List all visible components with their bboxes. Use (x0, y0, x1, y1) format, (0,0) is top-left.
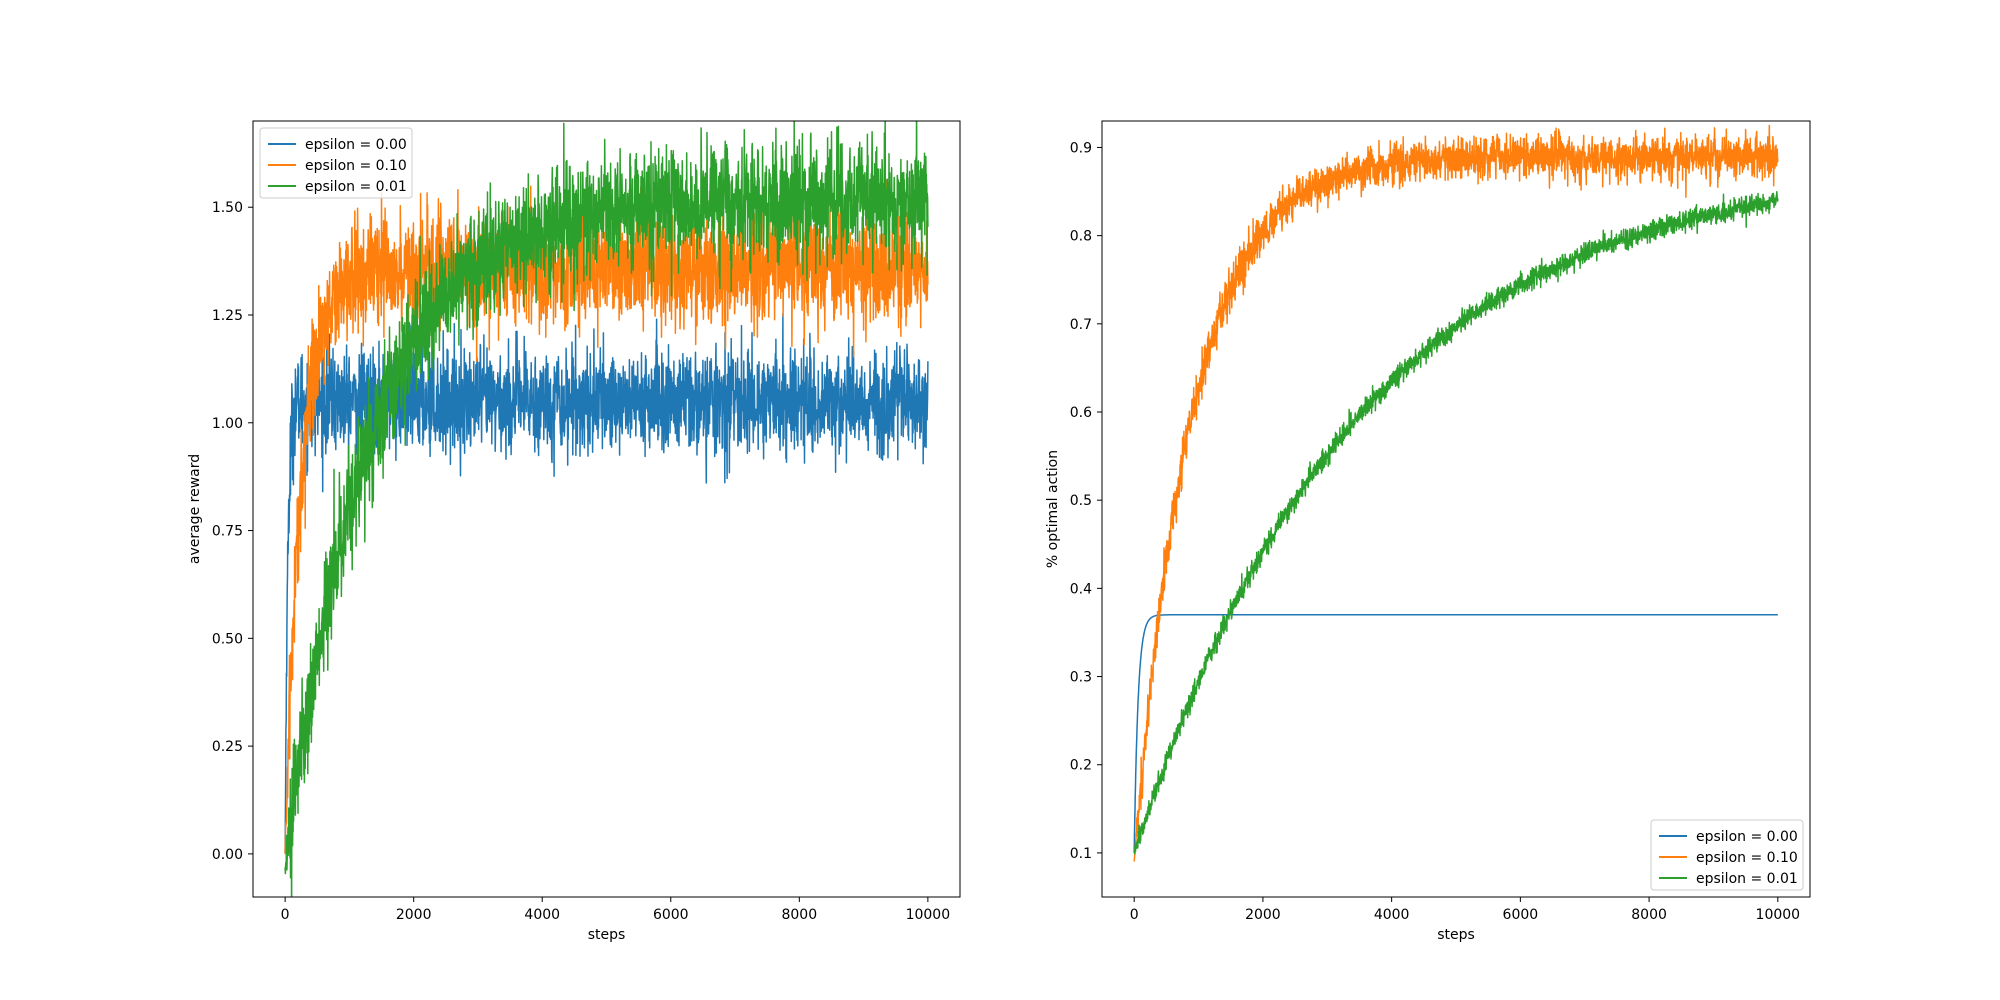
x-tick-label: 4000 (1374, 907, 1410, 923)
legend-box (1650, 819, 1804, 891)
chart-average-reward: 0 2000 4000 6000 8000 10000 0.00 0.25 0.50 0.75 1.… (187, 120, 961, 943)
y-tick-label: 1.50 (212, 200, 243, 216)
series-line-epsilon-0-00 (1133, 614, 1779, 853)
series-line-epsilon-0-01 (1133, 191, 1779, 855)
y-tick-label: 0.7 (1070, 317, 1092, 333)
y-tick-label: 0.1 (1070, 846, 1092, 862)
x-tick-label: 4000 (524, 907, 560, 923)
y-tick-label: 0.8 (1070, 229, 1092, 245)
x-tick-label: 2000 (1245, 907, 1281, 923)
series-line-epsilon-0-10 (284, 169, 929, 854)
x-tick-label: 0 (1130, 907, 1139, 923)
series-line-epsilon-0-01 (284, 121, 929, 897)
legend-entry: epsilon = 0.01 (305, 179, 407, 195)
x-tick-label: 10000 (906, 907, 951, 923)
x-tick-label: 8000 (1631, 907, 1667, 923)
y-tick-label: 0.2 (1070, 758, 1092, 774)
y-tick-label: 1.25 (212, 308, 243, 324)
legend: epsilon = 0.00 epsilon = 0.10 epsilon = 0.… (1650, 819, 1804, 891)
x-tick-label: 10000 (1756, 907, 1801, 923)
legend-box (259, 127, 413, 199)
y-tick-label: 0.75 (212, 524, 243, 540)
x-axis-label: steps (1437, 927, 1475, 943)
x-axis-label: steps (588, 927, 626, 943)
series-line-epsilon-0-10 (1133, 124, 1779, 862)
y-axis-label: % optimal action (1045, 450, 1061, 568)
x-tick-label: 8000 (781, 907, 817, 923)
y-tick-label: 0.3 (1070, 670, 1092, 686)
y-tick-label: 0.50 (212, 631, 243, 647)
y-tick-label: 0.25 (212, 739, 243, 755)
y-tick-label: 0.6 (1070, 405, 1092, 421)
x-tick-label: 6000 (1503, 907, 1539, 923)
legend-entry: epsilon = 0.00 (305, 137, 407, 153)
series-group (1133, 124, 1779, 862)
legend-entry: epsilon = 0.01 (1696, 871, 1798, 887)
legend-entry: epsilon = 0.10 (1696, 850, 1798, 866)
y-axis-label: average reward (187, 454, 203, 564)
legend-entry: epsilon = 0.00 (1696, 829, 1798, 845)
legend-entry: epsilon = 0.10 (305, 158, 407, 174)
series-group (284, 121, 929, 897)
x-tick-label: 0 (281, 907, 290, 923)
y-tick-label: 0.00 (212, 847, 243, 863)
x-tick-label: 6000 (653, 907, 689, 923)
legend: epsilon = 0.00 epsilon = 0.10 epsilon = 0.… (259, 127, 413, 199)
axes-frame (1101, 120, 1811, 898)
axes-frame (252, 120, 961, 898)
y-tick-label: 0.4 (1070, 581, 1092, 597)
x-tick-label: 2000 (396, 907, 432, 923)
y-tick-label: 1.00 (212, 416, 243, 432)
y-tick-label: 0.9 (1070, 140, 1092, 156)
y-tick-label: 0.5 (1070, 493, 1092, 509)
chart-optimal-action: 0 2000 4000 6000 8000 10000 0.1 0.2 0.3 0.4 0.5 0.6… (1045, 120, 1811, 943)
